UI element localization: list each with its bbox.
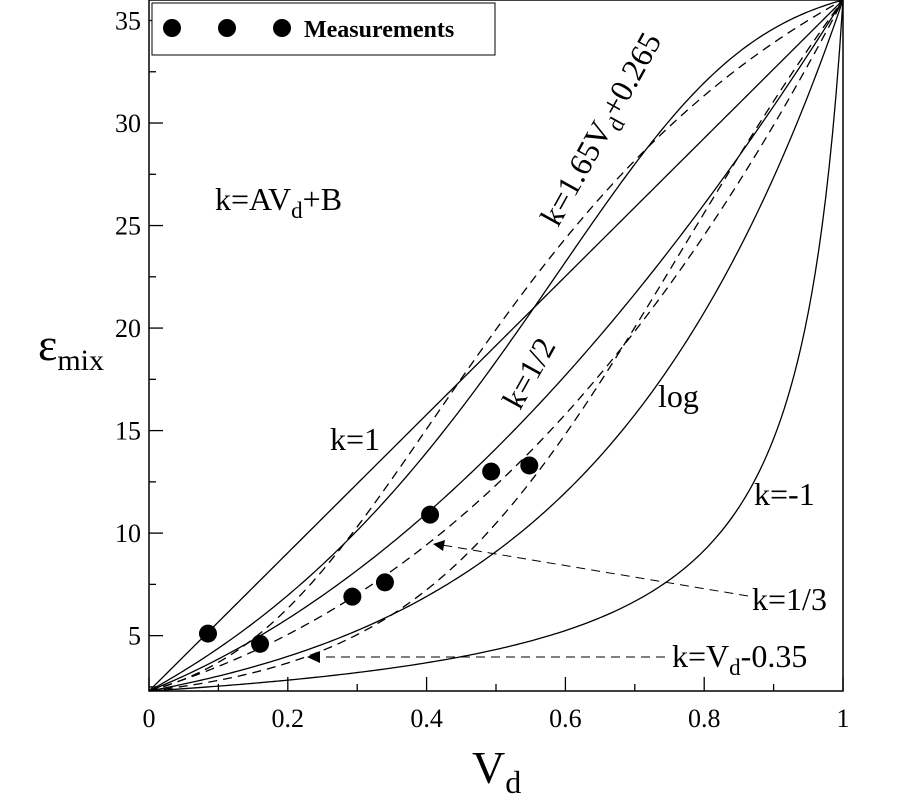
legend: Measurements [151,2,496,56]
legend-box [151,2,496,56]
label-k-vd-035: k=Vd-0.35 [672,638,807,680]
y-tick-label: 20 [115,314,141,343]
curve-k-1 [148,0,844,692]
measurement-point [251,634,270,653]
legend-marker-1 [163,19,181,37]
y-tick-label: 25 [115,212,141,241]
arrow-k-1-3-head [433,540,445,551]
measurement-point [343,587,362,606]
measurement-point [482,462,501,481]
x-axis-title: Vd [472,742,521,800]
label-log: log [658,378,699,414]
annotation-arrows [307,540,749,663]
y-axis-ticks: 5 10 15 20 25 30 35 [115,7,163,688]
curve-k-neg1 [148,0,844,692]
label-k-neg1: k=-1 [754,476,815,512]
y-tick-label: 15 [115,417,141,446]
legend-marker-3 [273,19,291,37]
measurement-point [520,456,539,475]
curve-k-avd-b [148,0,844,692]
x-tick-label: 1 [837,704,850,733]
label-k-avd-b: k=AVd+B [215,181,342,223]
label-k-1-3: k=1/3 [752,581,827,617]
x-tick-label: 0.6 [549,704,582,733]
y-tick-label: 30 [115,109,141,138]
curve-k-1-2 [148,0,844,692]
measurement-point [198,624,217,643]
label-k-1-2: k=1/2 [495,331,563,414]
x-tick-label: 0 [143,704,156,733]
curve-log [148,0,844,692]
measurement-points [198,456,539,653]
curve-k-vd-035 [148,0,844,692]
y-tick-label: 5 [128,622,141,651]
x-axis-ticks: 0 0.2 0.4 0.6 0.8 1 [143,677,850,733]
label-k-1: k=1 [330,421,380,457]
x-tick-label: 0.8 [688,704,721,733]
y-axis-title: εmix [38,319,104,377]
measurement-point [375,573,394,592]
curve-k-165 [148,0,844,692]
arrow-k-vd-035-head [307,651,320,663]
legend-label: Measurements [304,17,454,43]
y-tick-label: 10 [115,519,141,548]
x-tick-label: 0.4 [410,704,443,733]
x-tick-label: 0.2 [272,704,305,733]
measurement-point [421,505,440,524]
legend-marker-2 [218,19,236,37]
label-k-165: k=1.65Vd+0.265 [533,26,674,234]
y-tick-label: 35 [115,7,141,36]
model-curves [148,0,844,692]
arrow-k-1-3-line [441,544,749,597]
